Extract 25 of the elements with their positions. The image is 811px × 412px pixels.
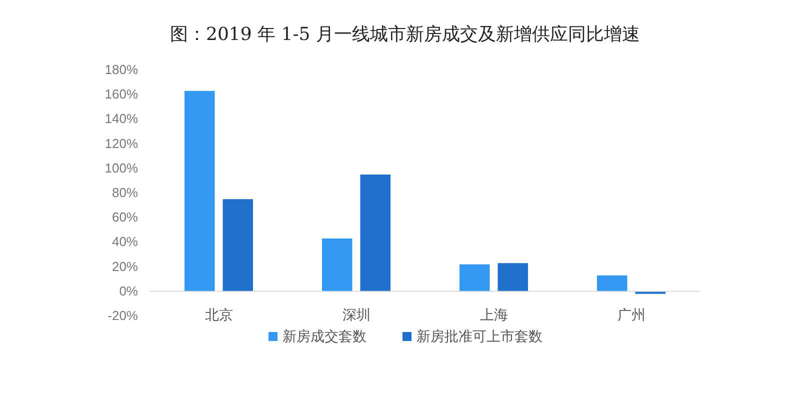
x-tick-label: 北京 bbox=[204, 306, 233, 322]
x-tick-label: 广州 bbox=[617, 306, 646, 322]
bar bbox=[597, 275, 628, 292]
bar bbox=[322, 238, 352, 292]
y-tick-label: 100% bbox=[104, 160, 138, 176]
y-tick-label: 40% bbox=[112, 234, 138, 250]
bar bbox=[360, 174, 390, 292]
legend-label: 新房成交套数 bbox=[282, 328, 366, 344]
y-tick-label: 20% bbox=[112, 258, 138, 274]
y-tick-label: 60% bbox=[112, 210, 138, 225]
y-tick-label: 180% bbox=[104, 62, 138, 77]
x-tick-label: 上海 bbox=[480, 306, 508, 322]
y-tick-label: 160% bbox=[104, 86, 138, 102]
y-tick-label: 120% bbox=[104, 136, 138, 151]
bar bbox=[222, 199, 253, 292]
legend-label: 新房批准可上市套数 bbox=[416, 328, 542, 344]
x-tick-label: 深圳 bbox=[342, 306, 370, 322]
bar bbox=[184, 90, 215, 292]
y-tick-label: 80% bbox=[112, 185, 138, 200]
y-tick-label: 140% bbox=[104, 111, 138, 126]
y-tick-label: -20% bbox=[108, 308, 138, 323]
chart-title: 图：2019 年 1-5 月一线城市新房成交及新增供应同比增速 bbox=[170, 24, 640, 45]
bar bbox=[498, 263, 528, 292]
y-tick-label: 0% bbox=[119, 283, 138, 298]
bar bbox=[460, 264, 490, 292]
